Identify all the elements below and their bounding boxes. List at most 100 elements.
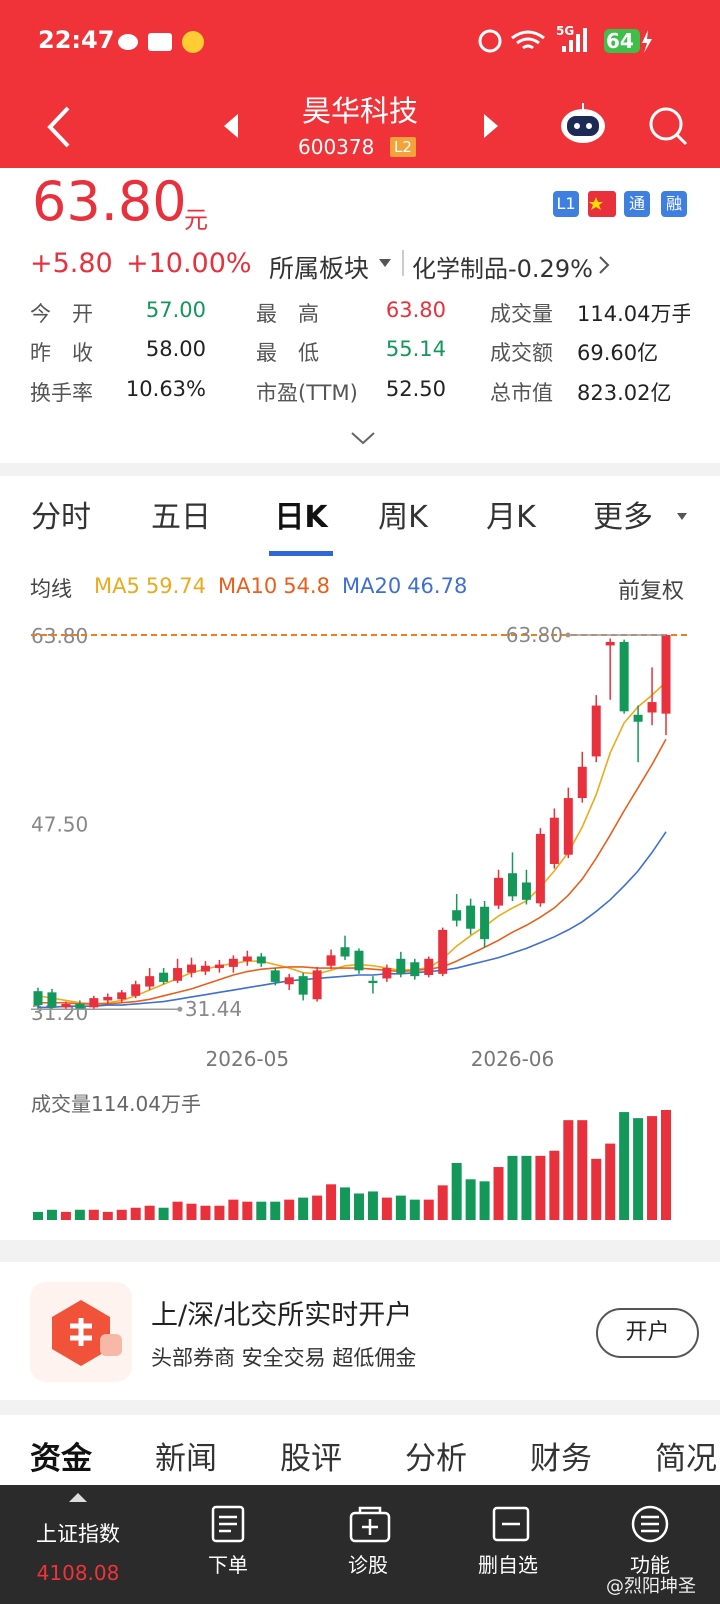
level-badge: L2	[390, 137, 416, 157]
stat-value: 823.02亿	[577, 381, 672, 405]
period-tab[interactable]: 分时	[31, 500, 91, 535]
chevron-right	[599, 256, 610, 274]
info-tab[interactable]: 股评	[280, 1441, 342, 1477]
volume-bar	[130, 1207, 141, 1220]
adjust-mode[interactable]: 前复权	[618, 579, 685, 604]
candle-body	[368, 980, 378, 984]
period-tab[interactable]: 周K	[378, 500, 428, 535]
sector[interactable]: 化学制品-0.29%	[412, 255, 593, 283]
candle-body	[326, 955, 336, 966]
nav-item[interactable]: 功能	[630, 1553, 670, 1577]
flag-badge	[588, 191, 616, 217]
volume-bar	[228, 1199, 239, 1220]
status-right	[476, 26, 656, 56]
period-tab[interactable]: 五日	[151, 500, 211, 535]
volume-bar	[256, 1201, 267, 1220]
notification-icons	[118, 31, 204, 53]
volume-bar	[200, 1205, 211, 1220]
legend-value: 46.78	[407, 574, 468, 598]
info-tab[interactable]: 财务	[530, 1441, 592, 1477]
stat-label: 换手率	[30, 381, 93, 405]
ma-line	[38, 831, 667, 1009]
volume-bar	[479, 1181, 490, 1220]
candle-body	[438, 929, 448, 974]
candle-body	[47, 992, 57, 1008]
index-name[interactable]: 上证指数	[36, 1522, 120, 1546]
robot-button[interactable]	[558, 100, 608, 146]
candle-body	[452, 910, 462, 921]
nav-item[interactable]: 诊股	[348, 1553, 388, 1577]
low-marker-label: 31.44	[185, 997, 242, 1021]
low-marker-dot	[177, 1006, 183, 1012]
candle-body	[298, 976, 308, 995]
volume-bar	[312, 1195, 323, 1220]
volume-bar	[633, 1118, 644, 1220]
volume-bar	[563, 1120, 574, 1220]
badge[interactable]: 通	[624, 191, 650, 217]
stat-label: 今 开	[30, 302, 93, 326]
volume-bar	[577, 1120, 588, 1220]
candle-body	[382, 968, 392, 979]
divider	[0, 463, 720, 476]
info-tab[interactable]: 简况	[655, 1441, 717, 1477]
volume-bar	[33, 1211, 43, 1220]
back-button[interactable]	[40, 102, 80, 152]
candle-body	[605, 641, 615, 646]
candle-body	[563, 798, 573, 855]
more-arrow	[677, 513, 687, 520]
network: 5G	[556, 24, 575, 38]
volume-bar	[549, 1150, 560, 1220]
volume-bar	[535, 1155, 546, 1220]
volume-bar	[88, 1209, 99, 1220]
ad-subtitle: 头部券商 安全交易 超低佣金	[151, 1346, 417, 1370]
volume-bar	[465, 1179, 476, 1220]
info-tab[interactable]: 分析	[405, 1441, 467, 1477]
prev-stock[interactable]	[222, 112, 242, 140]
candle-body	[89, 998, 99, 1008]
volume-bar	[270, 1201, 281, 1220]
legend-name: MA20	[341, 574, 402, 598]
badge[interactable]: 融	[661, 191, 687, 217]
volume-bar	[60, 1211, 71, 1220]
candle-body	[33, 991, 43, 1006]
volume-bar	[493, 1167, 504, 1220]
candle-body	[507, 873, 517, 897]
stat-value: 10.63%	[125, 377, 206, 401]
candle-body	[173, 968, 183, 981]
volume-bar	[367, 1191, 378, 1220]
sector-label[interactable]: 所属板块	[269, 254, 370, 283]
candle-body	[103, 996, 113, 1001]
change: +5.80	[30, 248, 113, 279]
search-button[interactable]	[646, 104, 690, 148]
candle-body	[61, 1003, 71, 1008]
period-tab[interactable]: 日K	[274, 500, 328, 535]
next-stock[interactable]	[480, 112, 500, 140]
volume-bar	[451, 1162, 462, 1220]
candle-body	[521, 882, 531, 900]
volume-bar	[74, 1209, 85, 1220]
index-arrow	[69, 1493, 87, 1502]
info-tab[interactable]: 资金	[30, 1441, 92, 1477]
stat-label: 成交量	[490, 302, 553, 326]
ma-line	[37, 681, 667, 1005]
volume-bar	[242, 1201, 253, 1220]
ad-icon	[30, 1282, 132, 1382]
volume-bar	[46, 1209, 57, 1220]
volume-bar	[605, 1143, 616, 1220]
period-tab[interactable]: 更多	[593, 500, 653, 535]
open-account-button[interactable]: 开户	[596, 1308, 699, 1358]
battery: 64	[606, 29, 634, 53]
status-glyphs	[478, 28, 652, 53]
badge[interactable]: L1	[553, 191, 579, 217]
stat-value: 114.04万手	[577, 302, 690, 326]
candle-body	[535, 833, 545, 904]
nav-item[interactable]: 下单	[208, 1553, 248, 1577]
info-tab[interactable]: 新闻	[155, 1441, 217, 1477]
volume-bar	[298, 1197, 309, 1220]
volume-bar	[284, 1199, 295, 1220]
period-tab[interactable]: 月K	[486, 500, 536, 535]
expand-button[interactable]	[350, 430, 376, 446]
x-tick-label: 2026-06	[471, 1047, 555, 1071]
nav-item[interactable]: 删自选	[478, 1553, 538, 1577]
